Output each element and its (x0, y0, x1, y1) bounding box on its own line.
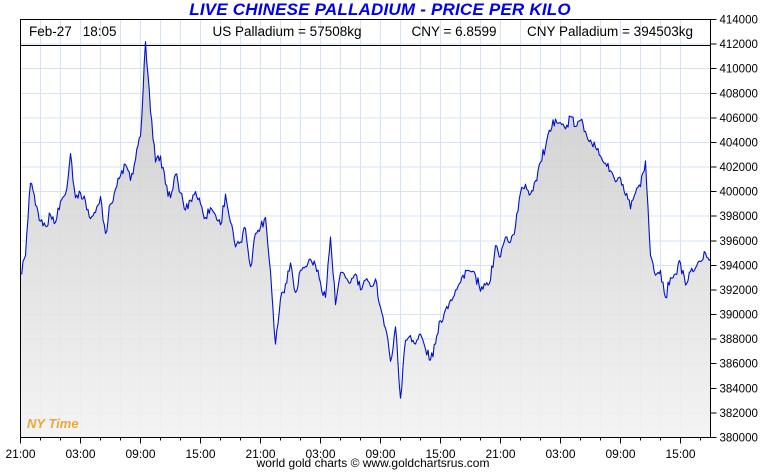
x-tick-label: 15:00 (425, 447, 455, 461)
footer-credit: world gold charts © www.goldchartsrus.co… (256, 456, 490, 470)
y-tick-label: 390000 (720, 310, 758, 322)
x-tick-label: 15:00 (665, 447, 695, 461)
x-tick-label: 21:00 (485, 447, 515, 461)
timezone-label: NY Time (27, 416, 79, 431)
x-tick-label: 21:00 (245, 447, 275, 461)
x-tick-label: 03:00 (305, 447, 335, 461)
page-title: LIVE CHINESE PALLADIUM - PRICE PER KILO (189, 0, 571, 19)
cny-palladium-quote: CNY Palladium = 394503kg (527, 24, 693, 39)
quote-time: 18:05 (82, 24, 117, 39)
y-tick-label: 386000 (720, 359, 758, 371)
y-tick-label: 412000 (720, 39, 758, 51)
x-tick-label: 21:00 (5, 447, 35, 461)
y-tick-label: 388000 (720, 334, 758, 346)
cny-rate-quote: CNY = 6.8599 (411, 24, 497, 39)
x-tick-label: 03:00 (65, 447, 95, 461)
us-palladium-quote: US Palladium = 57508kg (212, 24, 362, 39)
y-tick-label: 410000 (720, 64, 758, 76)
price-line (20, 41, 711, 399)
y-tick-label: 392000 (720, 285, 758, 297)
x-tick-label: 15:00 (185, 447, 215, 461)
x-tick-label: 09:00 (365, 447, 395, 461)
y-tick-label: 404000 (720, 137, 758, 149)
y-tick-label: 402000 (720, 162, 758, 174)
y-tick-label: 414000 (720, 15, 758, 27)
plot-border (20, 19, 711, 438)
y-tick-label: 400000 (720, 187, 758, 199)
y-tick-label: 398000 (720, 211, 758, 223)
price-area-fill (20, 41, 711, 438)
y-tick-label: 394000 (720, 260, 758, 272)
y-tick-label: 396000 (720, 236, 758, 248)
y-tick-label: 382000 (720, 408, 758, 420)
x-tick-label: 03:00 (545, 447, 575, 461)
x-tick-label: 09:00 (125, 447, 155, 461)
x-tick-label: 09:00 (605, 447, 635, 461)
y-tick-label: 380000 (720, 433, 758, 445)
y-tick-label: 408000 (720, 88, 758, 100)
quote-timestamp: Feb-27 18:05 (29, 24, 117, 39)
y-tick-label: 406000 (720, 113, 758, 125)
y-tick-label: 384000 (720, 383, 758, 395)
quote-date: Feb-27 (29, 24, 72, 39)
